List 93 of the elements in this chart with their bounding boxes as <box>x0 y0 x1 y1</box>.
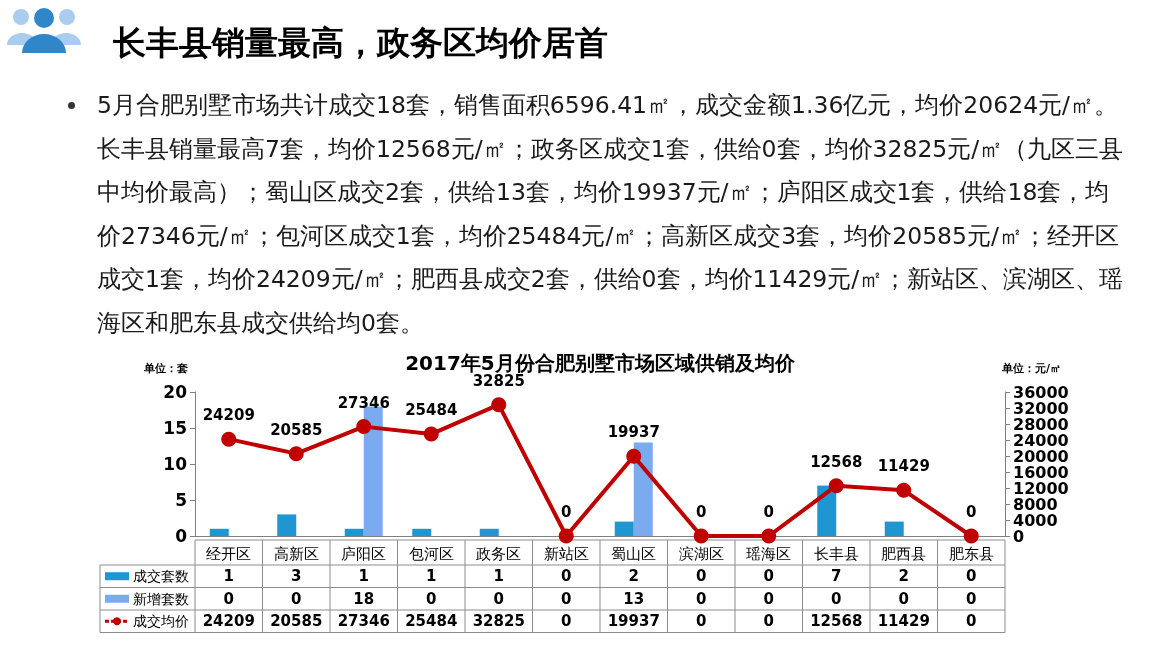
annotation: 19937 <box>607 423 660 442</box>
data-label: 27346 <box>337 612 390 631</box>
annotation: 25484 <box>405 401 458 420</box>
data-label: 12568 <box>810 612 863 631</box>
data-label: 11429 <box>877 612 930 631</box>
data-label: 1 <box>493 567 504 586</box>
bar <box>209 528 229 536</box>
data-label: 0 <box>763 612 774 631</box>
data-label: 0 <box>561 612 572 631</box>
x-tick-label: 新站区 <box>543 544 589 563</box>
data-label: 1 <box>358 567 369 586</box>
data-label: 0 <box>966 567 977 586</box>
point <box>693 528 709 544</box>
point <box>491 397 507 413</box>
x-tick-label: 高新区 <box>273 544 319 563</box>
point <box>558 528 574 544</box>
x-tick-label: 庐阳区 <box>341 544 387 563</box>
data-label: 0 <box>561 567 572 586</box>
point <box>221 431 237 447</box>
data-label: 1 <box>426 567 437 586</box>
annotation: 0 <box>763 503 774 521</box>
point <box>626 448 642 464</box>
point <box>288 446 304 462</box>
text: 5月合肥别墅市场共计成交18套，销售面积6596.41㎡，成交金额1.36亿元，均价20624元/㎡。长丰县销量最高7套，均价12568元/㎡；政务区成交1套，供给0套，均价32825元/㎡（九区三县中均价最高）；蜀山区成交2套，供给13套，均价19937元/㎡；庐阳区成交1套，供给18套，均价27346元/㎡；包河区成交1套，均价25484元/㎡；高新区成交3套，均价20585元/㎡；经开区成交1套，均价24209元/㎡；肥西县成交2套，供给0套，均价11429元/㎡；新站区、滨湖区、瑶海区和肥东县成交供给均0套。 <box>97 90 1125 339</box>
data-label: 0 <box>696 612 707 631</box>
data-label: 0 <box>426 589 437 608</box>
x-tick-label: 经开区 <box>206 544 252 563</box>
y-tick-label: 10 <box>163 454 188 474</box>
data-label: 20585 <box>270 612 323 631</box>
data-label: 2 <box>898 567 909 586</box>
data-label: 0 <box>966 612 977 631</box>
y-tick-label: 5 <box>175 490 187 510</box>
legend-label: 成交套数 <box>133 568 189 585</box>
x-tick-label: 滨湖区 <box>678 544 724 563</box>
bar <box>277 514 297 536</box>
data-label: 18 <box>353 589 375 608</box>
data-label: 0 <box>696 589 707 608</box>
data-label: 0 <box>898 589 909 608</box>
data-label: 24209 <box>202 612 255 631</box>
x-tick-label: 包河区 <box>408 544 454 563</box>
bar <box>344 528 364 536</box>
data-label: 0 <box>223 589 234 608</box>
x-tick-label: 长丰县 <box>813 544 859 563</box>
x-tick-label: 政务区 <box>476 544 522 563</box>
y-tick-label: 15 <box>163 418 187 438</box>
data-label: 0 <box>696 567 707 586</box>
annotation: 0 <box>966 503 977 521</box>
y-tick-label: 0 <box>175 526 188 546</box>
chart-subtitle: 2017年5月份合肥别墅市场区域供销及均价 <box>405 351 796 375</box>
data-label: 0 <box>831 589 842 608</box>
y-tick-label: 20 <box>163 382 188 402</box>
x-tick-label: 蜀山区 <box>611 544 657 563</box>
y2-axis-title: 单位：元/㎡ <box>1001 361 1062 375</box>
x-tick-label: 瑶海区 <box>746 544 792 563</box>
data-label: 7 <box>831 567 842 586</box>
data-label: 1 <box>223 567 234 586</box>
data-label: 32825 <box>472 612 525 631</box>
annotation: 0 <box>696 503 707 521</box>
annotation: 20585 <box>270 420 323 439</box>
point <box>828 478 844 494</box>
chart-title: 长丰县销量最高，政务区均价居首 <box>113 22 608 64</box>
annotation: 24209 <box>202 406 255 425</box>
bar <box>884 521 904 536</box>
y-axis-title: 单位：套 <box>143 361 188 375</box>
data-label: 0 <box>763 589 774 608</box>
point <box>896 482 912 498</box>
bar <box>363 406 383 536</box>
x-tick-label: 肥西县 <box>881 544 927 563</box>
data-label: 13 <box>623 589 645 608</box>
data-label: 0 <box>763 567 774 586</box>
annotation: 0 <box>561 503 572 521</box>
point <box>356 419 372 435</box>
data-label: 2 <box>628 567 639 586</box>
data-label: 0 <box>291 589 302 608</box>
legend-label: 成交均价 <box>133 613 189 630</box>
legend-label: 新增套数 <box>133 590 189 607</box>
bar <box>412 528 432 536</box>
data-label: 25484 <box>405 612 458 631</box>
data-label: 19937 <box>607 612 660 631</box>
annotation: 12568 <box>810 452 863 471</box>
bar <box>633 442 653 536</box>
x-tick-label: 肥东县 <box>948 544 994 563</box>
annotation: 11429 <box>877 457 930 476</box>
annotation: 27346 <box>337 393 390 412</box>
bar <box>479 528 499 536</box>
data-label: 0 <box>493 589 504 608</box>
point <box>963 528 979 544</box>
data-label: 0 <box>966 589 977 608</box>
bar <box>614 521 634 536</box>
point <box>761 528 777 544</box>
data-label: 0 <box>561 589 572 608</box>
point <box>423 426 439 442</box>
data-label: 3 <box>291 567 302 586</box>
